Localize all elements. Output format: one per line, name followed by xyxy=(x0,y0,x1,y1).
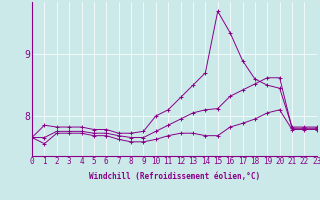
X-axis label: Windchill (Refroidissement éolien,°C): Windchill (Refroidissement éolien,°C) xyxy=(89,172,260,181)
